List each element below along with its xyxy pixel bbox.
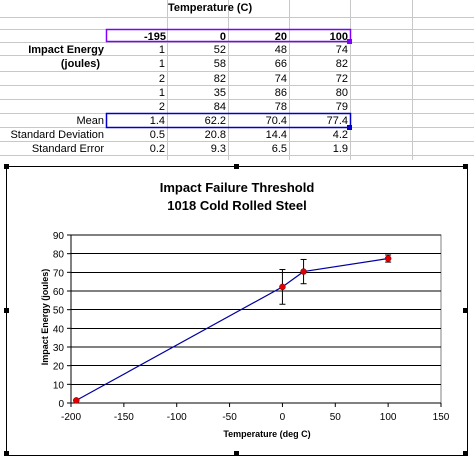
data-cell[interactable]: 48	[274, 44, 287, 56]
data-cell[interactable]: 82	[213, 73, 226, 85]
x-tick-label: 150	[433, 412, 450, 423]
std-dev-cell[interactable]: 14.4	[265, 129, 287, 141]
row-label-std-dev[interactable]: Standard Deviation	[10, 129, 104, 141]
y-tick-label: 0	[58, 399, 64, 410]
chart-resize-handle[interactable]	[234, 164, 239, 169]
plot-area	[70, 234, 442, 404]
data-cell[interactable]: 79	[335, 101, 348, 113]
y-tick-label: 70	[53, 268, 65, 279]
data-point	[384, 255, 392, 262]
chart-title: Impact Failure Threshold	[160, 180, 315, 195]
y-tick-label: 20	[53, 362, 65, 373]
data-cell[interactable]: 1	[158, 87, 165, 99]
data-cell[interactable]: 58	[213, 58, 226, 70]
data-point	[73, 397, 80, 404]
chart-resize-handle[interactable]	[463, 308, 468, 313]
mean-cell[interactable]: 62.2	[204, 115, 226, 127]
y-tick-label: 10	[53, 380, 65, 391]
std-err-cell[interactable]: 1.9	[332, 143, 348, 155]
data-cell[interactable]: 80	[335, 87, 348, 99]
x-tick-label: 50	[330, 412, 342, 423]
y-tick-label: 60	[53, 287, 65, 298]
chart-resize-handle[interactable]	[463, 164, 468, 169]
y-axis-label: Impact Energy (joules)	[40, 269, 50, 366]
y-tick-label: 40	[53, 324, 65, 335]
std-dev-cell[interactable]: 0.5	[149, 129, 165, 141]
data-cell[interactable]: 1	[158, 44, 165, 56]
data-point	[300, 268, 307, 275]
x-tick-label: -150	[114, 412, 134, 423]
mean-cell[interactable]: 70.4	[265, 115, 287, 127]
mean-range-selection	[105, 112, 352, 129]
x-axis-label: Temperature (deg C)	[223, 429, 310, 439]
row-label-std-err[interactable]: Standard Error	[31, 143, 104, 155]
y-tick-label: 80	[53, 250, 65, 261]
data-point	[279, 283, 286, 291]
data-cell[interactable]: 74	[274, 73, 287, 85]
x-tick-label: 100	[380, 412, 397, 423]
temperature-header-title: Temperature (C)	[168, 2, 253, 14]
mean-cell[interactable]: 1.4	[149, 115, 165, 127]
data-cell[interactable]: 74	[335, 44, 348, 56]
temp-header-cell[interactable]: 0	[219, 31, 226, 43]
std-dev-cell[interactable]: 20.8	[204, 129, 226, 141]
row-label-impact-energy[interactable]: Impact Energy	[28, 44, 104, 56]
data-cell[interactable]: 66	[274, 58, 287, 70]
chart-resize-handle[interactable]	[4, 164, 9, 169]
data-cell[interactable]: 82	[335, 58, 348, 70]
x-tick-label: -200	[61, 412, 81, 423]
row-label-mean[interactable]: Mean	[76, 115, 104, 127]
data-cell[interactable]: 35	[213, 87, 226, 99]
y-tick-label: 50	[53, 306, 65, 317]
chart-resize-handle[interactable]	[4, 308, 9, 313]
data-cell[interactable]: 86	[274, 87, 287, 99]
std-err-cell[interactable]: 0.2	[149, 143, 165, 155]
chart-subtitle: 1018 Cold Rolled Steel	[167, 198, 306, 213]
chart-resize-handle[interactable]	[234, 451, 239, 456]
series-line	[75, 257, 389, 401]
temp-header-cell[interactable]: -195	[143, 31, 166, 43]
temp-header-cell[interactable]: 20	[274, 31, 287, 43]
chart-resize-handle[interactable]	[463, 451, 468, 456]
std-err-cell[interactable]: 6.5	[271, 143, 287, 155]
data-cell[interactable]: 1	[158, 58, 165, 70]
x-tick-label: -50	[222, 412, 237, 423]
std-dev-cell[interactable]: 4.2	[332, 129, 348, 141]
std-err-cell[interactable]: 9.3	[210, 143, 226, 155]
mean-cell[interactable]: 77.4	[326, 115, 348, 127]
data-cell[interactable]: 2	[158, 101, 165, 113]
data-cell[interactable]: 78	[274, 101, 287, 113]
data-cell[interactable]: 52	[213, 44, 226, 56]
y-tick-label: 90	[53, 231, 65, 242]
x-tick-label: -100	[167, 412, 187, 423]
x-tick-label: 0	[280, 412, 286, 423]
chart-resize-handle[interactable]	[4, 451, 9, 456]
embedded-chart[interactable]: Impact Failure Threshold 1018 Cold Rolle…	[4, 164, 468, 456]
sheet-gridlines	[0, 0, 474, 160]
y-tick-label: 30	[53, 343, 65, 354]
header-range-selection	[105, 28, 352, 43]
data-cell[interactable]: 2	[158, 73, 165, 85]
data-cell[interactable]: 84	[213, 101, 226, 113]
data-cell[interactable]: 72	[335, 73, 348, 85]
chart-svg: Impact Failure Threshold 1018 Cold Rolle…	[40, 180, 450, 439]
row-label-joules[interactable]: (joules)	[60, 58, 100, 70]
temp-header-cell[interactable]: 100	[329, 31, 348, 43]
